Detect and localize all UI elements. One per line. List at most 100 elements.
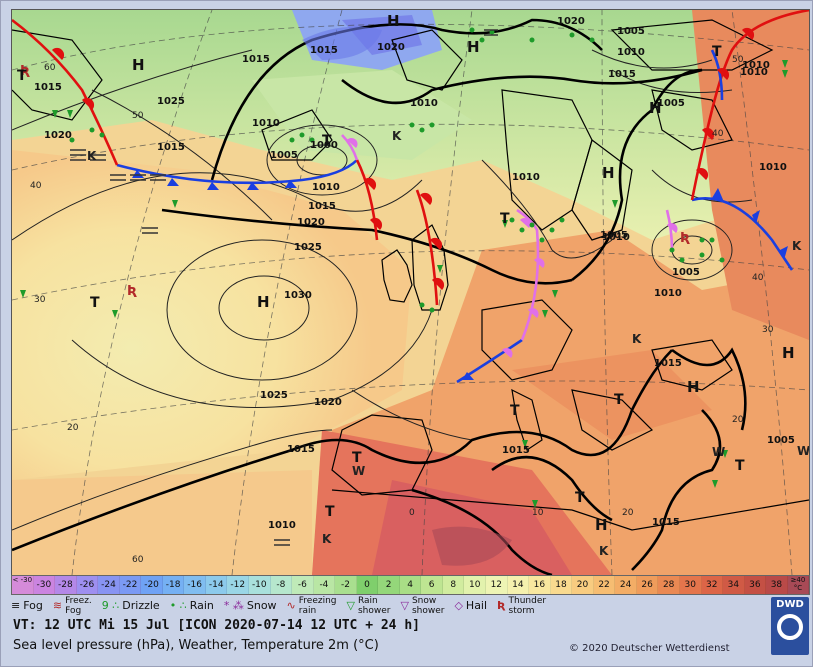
scale-cell: -24: [98, 576, 120, 594]
high-pressure-label: H: [257, 293, 270, 311]
thermal-low-label: T: [510, 403, 520, 419]
isobar-label: 1005: [657, 98, 685, 109]
isobar-label: 1005: [672, 267, 700, 278]
high-pressure-label: H: [687, 378, 700, 396]
svg-text:Ʀ: Ʀ: [127, 284, 137, 299]
weather-map: Ʀ Ʀ Ʀ 1020 1015 1005 1010 1015 1010 1005 1010 10…: [11, 9, 810, 576]
svg-text:K: K: [87, 149, 97, 163]
graticule-label: 0: [409, 508, 415, 518]
svg-text:Ʀ: Ʀ: [20, 64, 30, 79]
isobar-label: 1000: [310, 140, 338, 151]
scale-cell: 28: [658, 576, 680, 594]
scale-cell: -6: [292, 576, 314, 594]
thermal-low-label: T: [500, 211, 510, 227]
scale-cell: 4: [399, 576, 422, 594]
scale-cell: 34: [723, 576, 745, 594]
drizzle-icon: 9 ∴: [101, 599, 120, 612]
scale-cell: -28: [55, 576, 77, 594]
scale-cell: 18: [550, 576, 573, 594]
graticule-label: 30: [34, 295, 46, 305]
svg-text:K: K: [322, 532, 332, 546]
isobar-label: 1025: [294, 242, 322, 253]
scale-cell: 32: [701, 576, 724, 594]
isobar-label: 1010: [312, 182, 340, 193]
isobar-label: 1010: [410, 98, 438, 109]
high-pressure-label: H: [387, 12, 400, 30]
legend-snow: * ⁂ Snow: [223, 599, 277, 612]
legend-fog: ≡ Fog: [11, 599, 43, 612]
scale-cell: 22: [593, 576, 616, 594]
graticule-label: 40: [712, 129, 724, 139]
legend-snow-shower: ▽ Snow shower: [400, 596, 445, 616]
svg-text:K: K: [632, 332, 642, 346]
thermal-low-label: T: [735, 458, 745, 474]
isobar-label: 1015: [308, 201, 336, 212]
isobar-label: 1025: [157, 96, 185, 107]
thermal-low-label: T: [90, 295, 100, 311]
map-subtitle: Sea level pressure (hPa), Weather, Tempe…: [13, 638, 379, 653]
isobar-label: 1005: [270, 150, 298, 161]
legend-drizzle: 9 ∴ Drizzle: [101, 599, 160, 612]
scale-cell: 8: [442, 576, 465, 594]
logo-text: DWD: [776, 599, 804, 610]
isobar-label: 1010: [602, 232, 630, 243]
freezing-rain-icon: ∿: [286, 599, 296, 612]
isobar-label: 1010: [512, 172, 540, 183]
graticule-label: 60: [44, 63, 56, 73]
high-pressure-label: H: [595, 516, 608, 534]
isobar-label: 1005: [600, 230, 628, 241]
legend-freezing-rain: ∿ Freezing rain: [286, 596, 337, 616]
scale-cell: -14: [205, 576, 228, 594]
high-pressure-label: H: [782, 344, 795, 362]
legend-rain: • ∴ Rain: [169, 599, 214, 612]
thermal-low-label: T: [712, 44, 722, 60]
scale-cell: 0: [356, 576, 379, 594]
weather-legend: ≡ Fog ≋ Freez. Fog 9 ∴ Drizzle • ∴ Rain * ⁂ S…: [11, 595, 771, 617]
graticule-label: 50: [132, 111, 144, 121]
isobar-label: 1015: [502, 445, 530, 456]
scale-cell: 24: [615, 576, 637, 594]
graticule-label: 20: [622, 508, 634, 518]
graticule-label: 60: [132, 555, 144, 565]
isobar-label: 1015: [608, 69, 636, 80]
scale-cell: 38: [766, 576, 788, 594]
scale-cell: -10: [249, 576, 271, 594]
scale-cell: 26: [636, 576, 659, 594]
scale-cell: 2: [378, 576, 400, 594]
fog-icon: ≡: [11, 599, 21, 612]
scale-cell: 14: [507, 576, 530, 594]
graticule-label: 20: [732, 415, 744, 425]
isobar-label: 1010: [654, 288, 682, 299]
isobar-label: 1015: [310, 45, 338, 56]
scale-cell: -26: [76, 576, 99, 594]
isobar-label: 1015: [157, 142, 185, 153]
scale-cell: -8: [270, 576, 293, 594]
svg-text:K: K: [792, 239, 802, 253]
graticule-label: 30: [762, 325, 774, 335]
thunderstorm-icon: Ʀ: [497, 599, 506, 612]
graticule-label: 10: [532, 508, 544, 518]
scale-cell: 6: [421, 576, 443, 594]
isobar-label: 1015: [34, 82, 62, 93]
graticule-labels: 60 50 40 30 20 60 50 40 40 30 20 10 0 20: [30, 55, 774, 565]
rain-shower-icon: ▽: [346, 599, 355, 612]
hail-icon: ◇: [454, 599, 463, 612]
dwd-logo: DWD: [771, 597, 809, 655]
scale-cell: < -30: [12, 576, 34, 594]
isobar-label: 1025: [260, 390, 288, 401]
isobar-label: 1010: [740, 67, 768, 78]
legend-hail: ◇ Hail: [454, 599, 488, 612]
legend-thunderstorm: Ʀ Thunder storm: [497, 596, 547, 616]
high-pressure-label: H: [602, 164, 615, 182]
scale-cell: -30: [33, 576, 56, 594]
graticule-label: 20: [67, 423, 79, 433]
isobar-label: 1015: [654, 358, 682, 369]
isobar-label: 1030: [284, 290, 312, 301]
scale-cell: 12: [486, 576, 508, 594]
scale-cell: -16: [184, 576, 206, 594]
scale-cell: 10: [464, 576, 487, 594]
thermal-low-label: T: [17, 68, 27, 84]
high-pressure-label: H: [649, 99, 662, 117]
